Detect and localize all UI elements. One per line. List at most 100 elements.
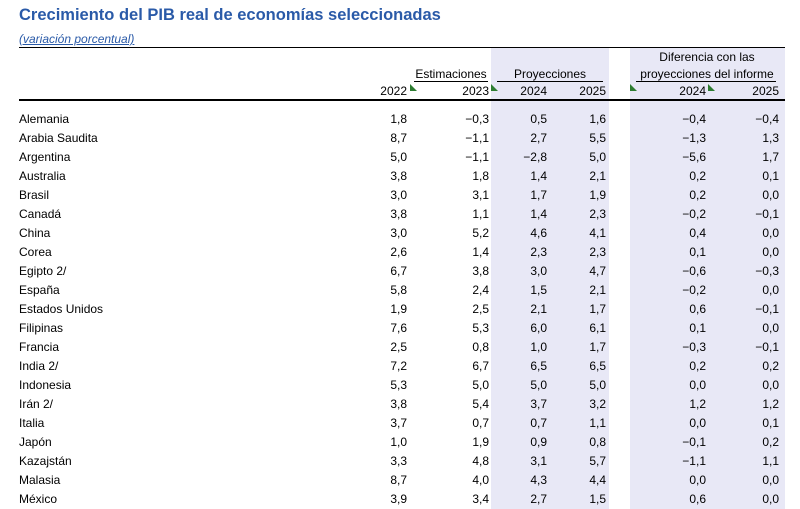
projection-2024-cell: 0,5 (530, 112, 547, 126)
difference-2025-cell: 1,3 (762, 131, 779, 145)
difference-2025-cell: 0,0 (762, 492, 779, 506)
value-2023-cell: 3,8 (472, 264, 489, 278)
header-proyecciones-underline (497, 81, 603, 82)
table-row: Filipinas 7,6 5,3 6,0 6,1 0,1 0,0 (0, 319, 800, 338)
value-2023-cell: 5,0 (472, 378, 489, 392)
value-2023-cell: 1,8 (472, 169, 489, 183)
difference-2024-cell: 1,2 (689, 397, 706, 411)
value-2022-cell: 3,0 (390, 188, 407, 202)
projection-2025-cell: 1,9 (589, 188, 606, 202)
value-2022-cell: 7,2 (390, 359, 407, 373)
projection-2025-cell: 2,3 (589, 245, 606, 259)
projection-2024-cell: 5,0 (530, 378, 547, 392)
value-2023-cell: 5,3 (472, 321, 489, 335)
projection-2024-cell: 3,7 (530, 397, 547, 411)
difference-2025-cell: −0,4 (755, 112, 779, 126)
header-estimaciones: Estimaciones (415, 67, 487, 81)
country-cell: Arabia Saudita (19, 131, 98, 145)
value-2022-cell: 3,0 (390, 226, 407, 240)
country-cell: Corea (19, 245, 52, 259)
difference-2024-cell: −0,3 (682, 340, 706, 354)
difference-2025-cell: 0,0 (762, 226, 779, 240)
country-cell: Indonesia (19, 378, 72, 392)
difference-2025-cell: −0,3 (755, 264, 779, 278)
projection-2024-cell: 2,1 (530, 302, 547, 316)
table-body: Alemania 1,8 −0,3 0,5 1,6 −0,4 −0,4 Arabia Saud… (0, 110, 800, 509)
marker-diff-icon (630, 84, 637, 91)
table-row: Japón 1,0 1,9 0,9 0,8 −0,1 0,2 (0, 433, 800, 452)
table-row: Italia 3,7 0,7 0,7 1,1 0,0 0,1 (0, 414, 800, 433)
difference-2025-cell: 0,0 (762, 321, 779, 335)
difference-2025-cell: 0,0 (762, 283, 779, 297)
projection-2024-cell: 1,0 (530, 340, 547, 354)
value-2022-cell: 3,3 (390, 454, 407, 468)
projection-2024-cell: 6,0 (530, 321, 547, 335)
value-2023-cell: 5,4 (472, 397, 489, 411)
header-diferencia-line1: Diferencia con las (659, 50, 755, 64)
value-2023-cell: 3,1 (472, 188, 489, 202)
difference-2025-cell: 1,7 (762, 150, 779, 164)
country-cell: Filipinas (19, 321, 64, 335)
projection-2025-cell: 1,7 (589, 302, 606, 316)
value-2023-cell: −1,1 (465, 150, 489, 164)
table-row: Kazajstán 3,3 4,8 3,1 5,7 −1,1 1,1 (0, 452, 800, 471)
table-row: Australia 3,8 1,8 1,4 2,1 0,2 0,1 (0, 167, 800, 186)
value-2023-cell: 0,7 (472, 416, 489, 430)
difference-2024-cell: −0,4 (682, 112, 706, 126)
projection-2025-cell: 1,7 (589, 340, 606, 354)
value-2023-cell: 1,9 (472, 435, 489, 449)
header-proyecciones: Proyecciones (513, 67, 587, 81)
projection-2025-cell: 6,1 (589, 321, 606, 335)
value-2022-cell: 5,0 (390, 150, 407, 164)
projection-2025-cell: 5,5 (589, 131, 606, 145)
value-2022-cell: 8,7 (390, 473, 407, 487)
difference-2025-cell: 0,1 (762, 416, 779, 430)
table-row: Malasia 8,7 4,0 4,3 4,4 0,0 0,0 (0, 471, 800, 490)
difference-2025-cell: 1,1 (762, 454, 779, 468)
header-col-2023: 2023 (462, 84, 489, 98)
projection-2024-cell: 1,7 (530, 188, 547, 202)
difference-2024-cell: 0,1 (689, 245, 706, 259)
projection-2025-cell: 2,1 (589, 283, 606, 297)
projection-2025-cell: 3,2 (589, 397, 606, 411)
projection-2025-cell: 1,6 (589, 112, 606, 126)
projection-2025-cell: 4,4 (589, 473, 606, 487)
projection-2024-cell: 1,4 (530, 169, 547, 183)
header-col-2022: 2022 (380, 84, 407, 98)
projection-2024-cell: −2,8 (523, 150, 547, 164)
projection-2024-cell: 4,6 (530, 226, 547, 240)
marker-2022-icon (410, 84, 417, 91)
projection-2025-cell: 4,1 (589, 226, 606, 240)
value-2023-cell: −0,3 (465, 112, 489, 126)
value-2022-cell: 7,6 (390, 321, 407, 335)
difference-2025-cell: 0,0 (762, 473, 779, 487)
difference-2025-cell: 0,2 (762, 435, 779, 449)
table-row: Estados Unidos 1,9 2,5 2,1 1,7 0,6 −0,1 (0, 300, 800, 319)
value-2022-cell: 3,8 (390, 207, 407, 221)
table-row: México 3,9 3,4 2,7 1,5 0,6 0,0 (0, 490, 800, 509)
projection-2024-cell: 6,5 (530, 359, 547, 373)
projection-2025-cell: 5,0 (589, 378, 606, 392)
projection-2025-cell: 1,1 (589, 416, 606, 430)
table-row: Irán 2/3,8 5,4 3,7 3,2 1,2 1,2 (0, 395, 800, 414)
value-2022-cell: 6,7 (390, 264, 407, 278)
value-2022-cell: 3,8 (390, 397, 407, 411)
value-2023-cell: 3,4 (472, 492, 489, 506)
table-row: Canadá 3,8 1,1 1,4 2,3 −0,2 −0,1 (0, 205, 800, 224)
difference-2024-cell: 0,0 (689, 378, 706, 392)
difference-2024-cell: −0,1 (682, 435, 706, 449)
difference-shade (630, 47, 785, 509)
value-2022-cell: 5,8 (390, 283, 407, 297)
header-bottom-rule (19, 99, 785, 101)
projection-2025-cell: 2,1 (589, 169, 606, 183)
projection-2025-cell: 0,8 (589, 435, 606, 449)
country-cell: México (19, 492, 58, 506)
difference-2025-cell: 0,0 (762, 378, 779, 392)
country-cell: Francia (19, 340, 60, 354)
projection-2024-cell: 0,9 (530, 435, 547, 449)
value-2022-cell: 2,5 (390, 340, 407, 354)
difference-2024-cell: 0,6 (689, 492, 706, 506)
difference-2024-cell: 0,6 (689, 302, 706, 316)
value-2022-cell: 5,3 (390, 378, 407, 392)
projection-2025-cell: 6,5 (589, 359, 606, 373)
